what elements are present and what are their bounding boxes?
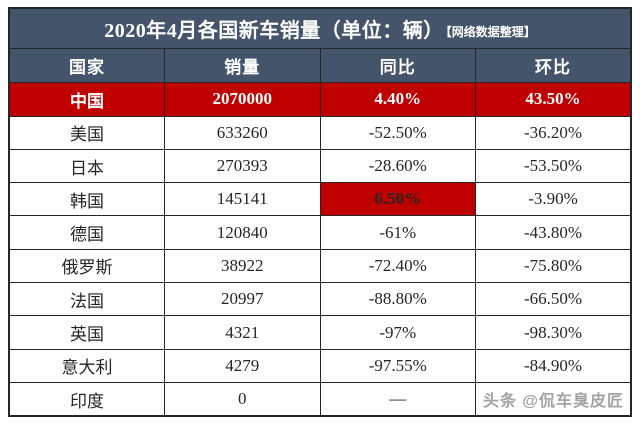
sales-cell: 270393 <box>164 148 321 184</box>
column-header-sales: 销量 <box>164 47 321 84</box>
mom-cell: -84.90% <box>475 348 632 384</box>
column-header-yoy: 同比 <box>319 47 476 84</box>
table-row-italy: 意大利 4279 -97.55% -84.90% <box>8 348 632 384</box>
mom-cell: -98.30% <box>475 315 632 350</box>
title-source-note: 【网络数据整理】 <box>445 24 536 39</box>
title-row: 2020年4月各国新车销量（单位：辆） 【网络数据整理】 <box>8 7 632 49</box>
country-cell: 俄罗斯 <box>8 248 165 284</box>
car-sales-table: 2020年4月各国新车销量（单位：辆） 【网络数据整理】 国家 销量 同比 环比 … <box>8 7 632 417</box>
country-cell: 意大利 <box>8 348 165 384</box>
column-header-mom: 环比 <box>475 47 632 84</box>
country-cell: 日本 <box>8 148 165 184</box>
mom-cell: -43.80% <box>475 215 632 250</box>
header-row: 国家 销量 同比 环比 <box>8 47 632 84</box>
yoy-cell: -61% <box>319 215 476 250</box>
mom-cell: -36.20% <box>475 115 632 150</box>
table-row-japan: 日本 270393 -28.60% -53.50% <box>8 148 632 184</box>
table-row-usa: 美国 633260 -52.50% -36.20% <box>8 115 632 150</box>
country-cell: 英国 <box>8 315 165 350</box>
mom-cell: 43.50% <box>475 82 632 117</box>
yoy-cell: 6.50% <box>319 182 476 217</box>
yoy-cell: -52.50% <box>319 115 476 150</box>
toutiao-watermark: 头条 @侃车臭皮匠 <box>482 393 624 411</box>
sales-cell: 0 <box>164 382 321 417</box>
sales-cell: 20997 <box>164 282 321 317</box>
mom-cell: -75.80% <box>475 248 632 284</box>
table-row-germany: 德国 120840 -61% -43.80% <box>8 215 632 250</box>
mom-cell: -53.50% <box>475 148 632 184</box>
table-row-france: 法国 20997 -88.80% -66.50% <box>8 282 632 317</box>
sales-cell: 38922 <box>164 248 321 284</box>
table-row-russia: 俄罗斯 38922 -72.40% -75.80% <box>8 248 632 284</box>
yoy-cell: 4.40% <box>319 82 476 117</box>
yoy-cell: -97.55% <box>319 348 476 384</box>
column-header-country: 国家 <box>8 47 165 84</box>
mom-cell: -3.90% <box>475 182 632 217</box>
sales-cell: 633260 <box>164 115 321 150</box>
country-cell: 中国 <box>8 82 165 117</box>
sales-cell: 4321 <box>164 315 321 350</box>
sales-cell: 145141 <box>164 182 321 217</box>
mom-cell: 头条 @侃车臭皮匠 <box>475 382 632 417</box>
mom-cell: -66.50% <box>475 282 632 317</box>
yoy-cell: -88.80% <box>319 282 476 317</box>
table-row-china: 中国 2070000 4.40% 43.50% <box>8 82 632 117</box>
sales-cell: 120840 <box>164 215 321 250</box>
table-title-cell: 2020年4月各国新车销量（单位：辆） 【网络数据整理】 <box>8 7 632 49</box>
yoy-cell: -72.40% <box>319 248 476 284</box>
country-cell: 印度 <box>8 382 165 417</box>
yoy-cell: -97% <box>319 315 476 350</box>
page-title: 2020年4月各国新车销量（单位：辆） <box>104 19 444 42</box>
table-row-uk: 英国 4321 -97% -98.30% <box>8 315 632 350</box>
yoy-cell: -28.60% <box>319 148 476 184</box>
yoy-cell: — <box>319 382 476 417</box>
table-row-india: 印度 0 — 头条 @侃车臭皮匠 <box>8 382 632 417</box>
sales-cell: 2070000 <box>164 82 321 117</box>
table-row-korea: 韩国 145141 6.50% -3.90% <box>8 182 632 217</box>
country-cell: 法国 <box>8 282 165 317</box>
country-cell: 德国 <box>8 215 165 250</box>
country-cell: 美国 <box>8 115 165 150</box>
country-cell: 韩国 <box>8 182 165 217</box>
sales-cell: 4279 <box>164 348 321 384</box>
